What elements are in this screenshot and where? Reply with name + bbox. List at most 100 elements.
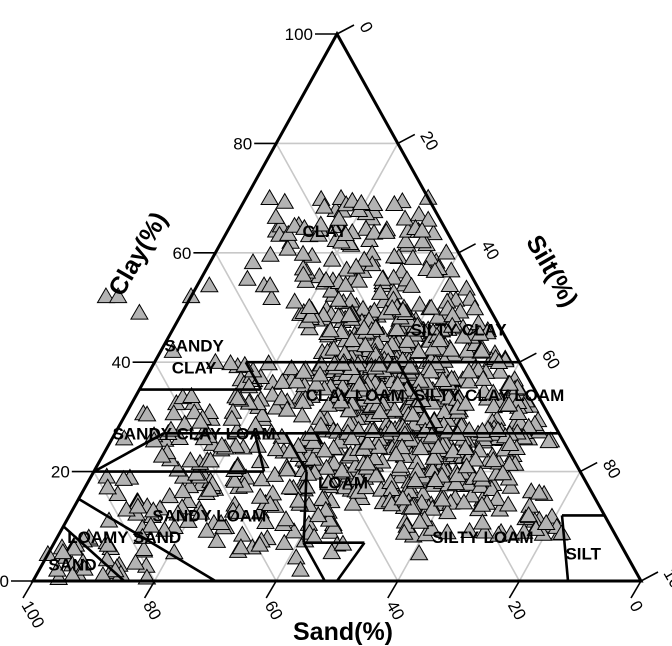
data-point-911 [276, 510, 296, 527]
data-point-948 [250, 535, 270, 552]
data-point-61 [441, 261, 461, 278]
data-point-319 [454, 327, 473, 344]
data-point-788 [475, 522, 495, 539]
data-point-112 [329, 290, 349, 307]
data-point-425 [340, 305, 359, 323]
data-point-1063 [114, 429, 134, 446]
data-point-811 [519, 506, 538, 523]
data-point-153 [373, 269, 392, 286]
data-point-842 [358, 454, 378, 471]
clay-axis-title: Clay(%) [103, 207, 173, 300]
data-point-105 [384, 247, 404, 264]
data-point-434 [500, 374, 520, 391]
data-point-120 [311, 215, 331, 232]
data-point-404 [441, 340, 461, 357]
data-point-429 [472, 341, 492, 358]
data-point-1003 [152, 446, 172, 463]
data-point-1061 [163, 341, 183, 358]
data-point-444 [407, 316, 427, 333]
texture-class-boundaries [62, 334, 605, 583]
data-point-1040 [376, 222, 396, 239]
data-point-984 [175, 414, 195, 431]
data-point-158 [336, 224, 355, 242]
triangle-border [30, 30, 644, 583]
sand-tick-60 [265, 580, 277, 599]
data-point-1046 [295, 218, 314, 235]
data-point-155 [364, 223, 384, 240]
data-point-761 [438, 502, 457, 520]
data-point-90 [275, 192, 295, 209]
data-point-506 [221, 353, 240, 371]
data-point-694 [362, 387, 382, 404]
data-point-757 [437, 523, 457, 540]
clay-tick-label: 20 [51, 463, 70, 482]
data-point-221 [490, 362, 510, 379]
data-point-836 [466, 450, 485, 467]
silt-tick-0 [336, 24, 355, 35]
data-point-9 [396, 232, 416, 249]
data-point-1039 [75, 559, 94, 576]
data-point-406 [409, 341, 428, 359]
data-point-414 [508, 403, 528, 420]
silt-tick-label: 20 [416, 128, 442, 154]
data-point-795 [529, 483, 549, 500]
class-boundary-17 [77, 497, 217, 583]
data-point-372 [459, 372, 479, 389]
data-point-894 [252, 470, 272, 487]
data-point-705 [331, 392, 351, 409]
data-point-663 [384, 386, 404, 403]
class-boundary-4 [396, 361, 439, 434]
data-point-848 [342, 428, 362, 446]
sand-tick-20 [508, 580, 521, 599]
data-point-121 [395, 209, 415, 226]
data-point-145 [413, 232, 432, 249]
data-point-857 [457, 457, 476, 474]
data-point-806 [391, 456, 410, 473]
data-point-837 [448, 466, 467, 483]
data-point-640 [311, 416, 331, 433]
class-label-sandy-clay: CLAY [172, 359, 217, 378]
data-point-683 [400, 357, 420, 374]
data-point-453 [430, 330, 449, 348]
data-point-1044 [322, 250, 342, 267]
class-boundary-15 [560, 515, 570, 582]
data-point-958 [229, 502, 249, 519]
data-point-986 [184, 403, 204, 420]
data-point-852 [456, 438, 475, 455]
data-point-122 [465, 299, 485, 316]
data-point-1042 [370, 283, 390, 300]
sand-tick-0 [630, 580, 642, 599]
data-point-717 [277, 400, 297, 417]
data-point-821 [473, 513, 492, 530]
data-point-136 [364, 194, 384, 212]
data-point-929 [280, 478, 300, 495]
data-point-646 [372, 378, 392, 395]
data-point-634 [313, 489, 332, 506]
data-point-104 [425, 261, 445, 278]
data-point-685 [339, 401, 359, 418]
data-point-938 [168, 504, 188, 521]
data-point-737 [501, 477, 521, 494]
class-label-sandy-clay-loam: SANDY CLAY LOAM [113, 424, 276, 443]
data-point-156 [440, 275, 460, 293]
data-point-674 [315, 441, 334, 458]
data-point-1060 [130, 303, 149, 320]
data-point-103 [293, 244, 313, 261]
data-point-151 [351, 193, 371, 211]
class-label-clay: CLAY [302, 222, 347, 241]
data-point-336 [428, 307, 448, 324]
data-point-999 [182, 386, 201, 403]
data-point-921 [265, 465, 285, 482]
data-point-553 [403, 405, 423, 422]
data-point-919 [114, 469, 134, 486]
data-point-959 [250, 487, 270, 504]
data-point-1066 [47, 560, 67, 577]
data-point-960 [277, 460, 297, 477]
data-point-949 [231, 538, 251, 555]
data-point-758 [460, 521, 479, 539]
class-boundary-2 [244, 361, 263, 391]
data-point-849 [472, 495, 492, 512]
class-label-silty-clay-loam: SILTY CLAY LOAM [414, 386, 565, 405]
data-point-988 [164, 404, 184, 421]
data-point-914 [256, 512, 275, 530]
